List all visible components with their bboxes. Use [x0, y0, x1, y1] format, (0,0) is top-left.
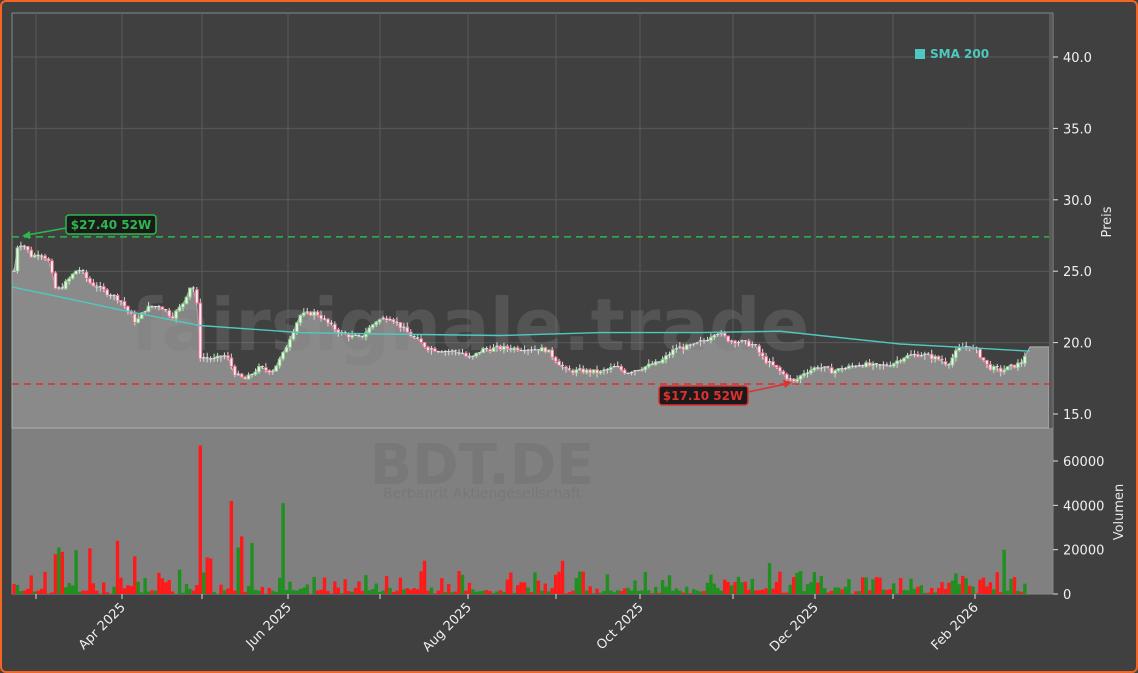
svg-text:$17.10 52W: $17.10 52W	[663, 389, 743, 403]
legend-sma200: SMA 200	[930, 47, 989, 61]
volume-tick-label: 0	[1063, 588, 1071, 603]
volume-bars	[12, 14, 1052, 594]
company-watermark: Berbanrit Aktiengesellschaft	[383, 486, 582, 502]
x-tick-label: Jun 2025	[243, 600, 295, 652]
x-tick-label: Dec 2025	[767, 600, 822, 655]
volume-tick-label: 20000	[1063, 544, 1104, 559]
x-tick-label: Apr 2025	[76, 600, 129, 653]
candlesticks	[12, 241, 1027, 386]
x-tick-label: Aug 2025	[420, 600, 475, 655]
price-tick-label: 15.0	[1063, 408, 1092, 423]
52w-levels: $27.40 52W $17.10 52W	[12, 214, 1053, 406]
volume-axis-label: Volumen	[1112, 484, 1127, 541]
ticker-watermark: BDT.DE	[370, 433, 595, 498]
x-tick-label: Feb 2026	[929, 600, 982, 653]
price-axis-label: Preis	[1100, 206, 1115, 237]
price-tick-label: 20.0	[1063, 337, 1092, 352]
volume-tick-label: 40000	[1063, 499, 1104, 514]
x-tick-label: Oct 2025	[594, 600, 647, 653]
price-tick-label: 25.0	[1063, 265, 1092, 280]
52w-low-label: $17.10 52W	[658, 380, 792, 406]
site-watermark: fairsignale.trade	[131, 283, 810, 367]
legend: SMA 200	[915, 47, 989, 61]
price-tick-label: 30.0	[1063, 194, 1092, 209]
price-tick-label: 35.0	[1063, 122, 1092, 137]
sma200-line	[11, 286, 1031, 352]
svg-text:$27.40 52W: $27.40 52W	[71, 218, 151, 232]
price-tick-label: 40.0	[1063, 51, 1092, 66]
52w-high-label: $27.40 52W	[22, 214, 157, 239]
volume-tick-label: 60000	[1063, 455, 1104, 470]
